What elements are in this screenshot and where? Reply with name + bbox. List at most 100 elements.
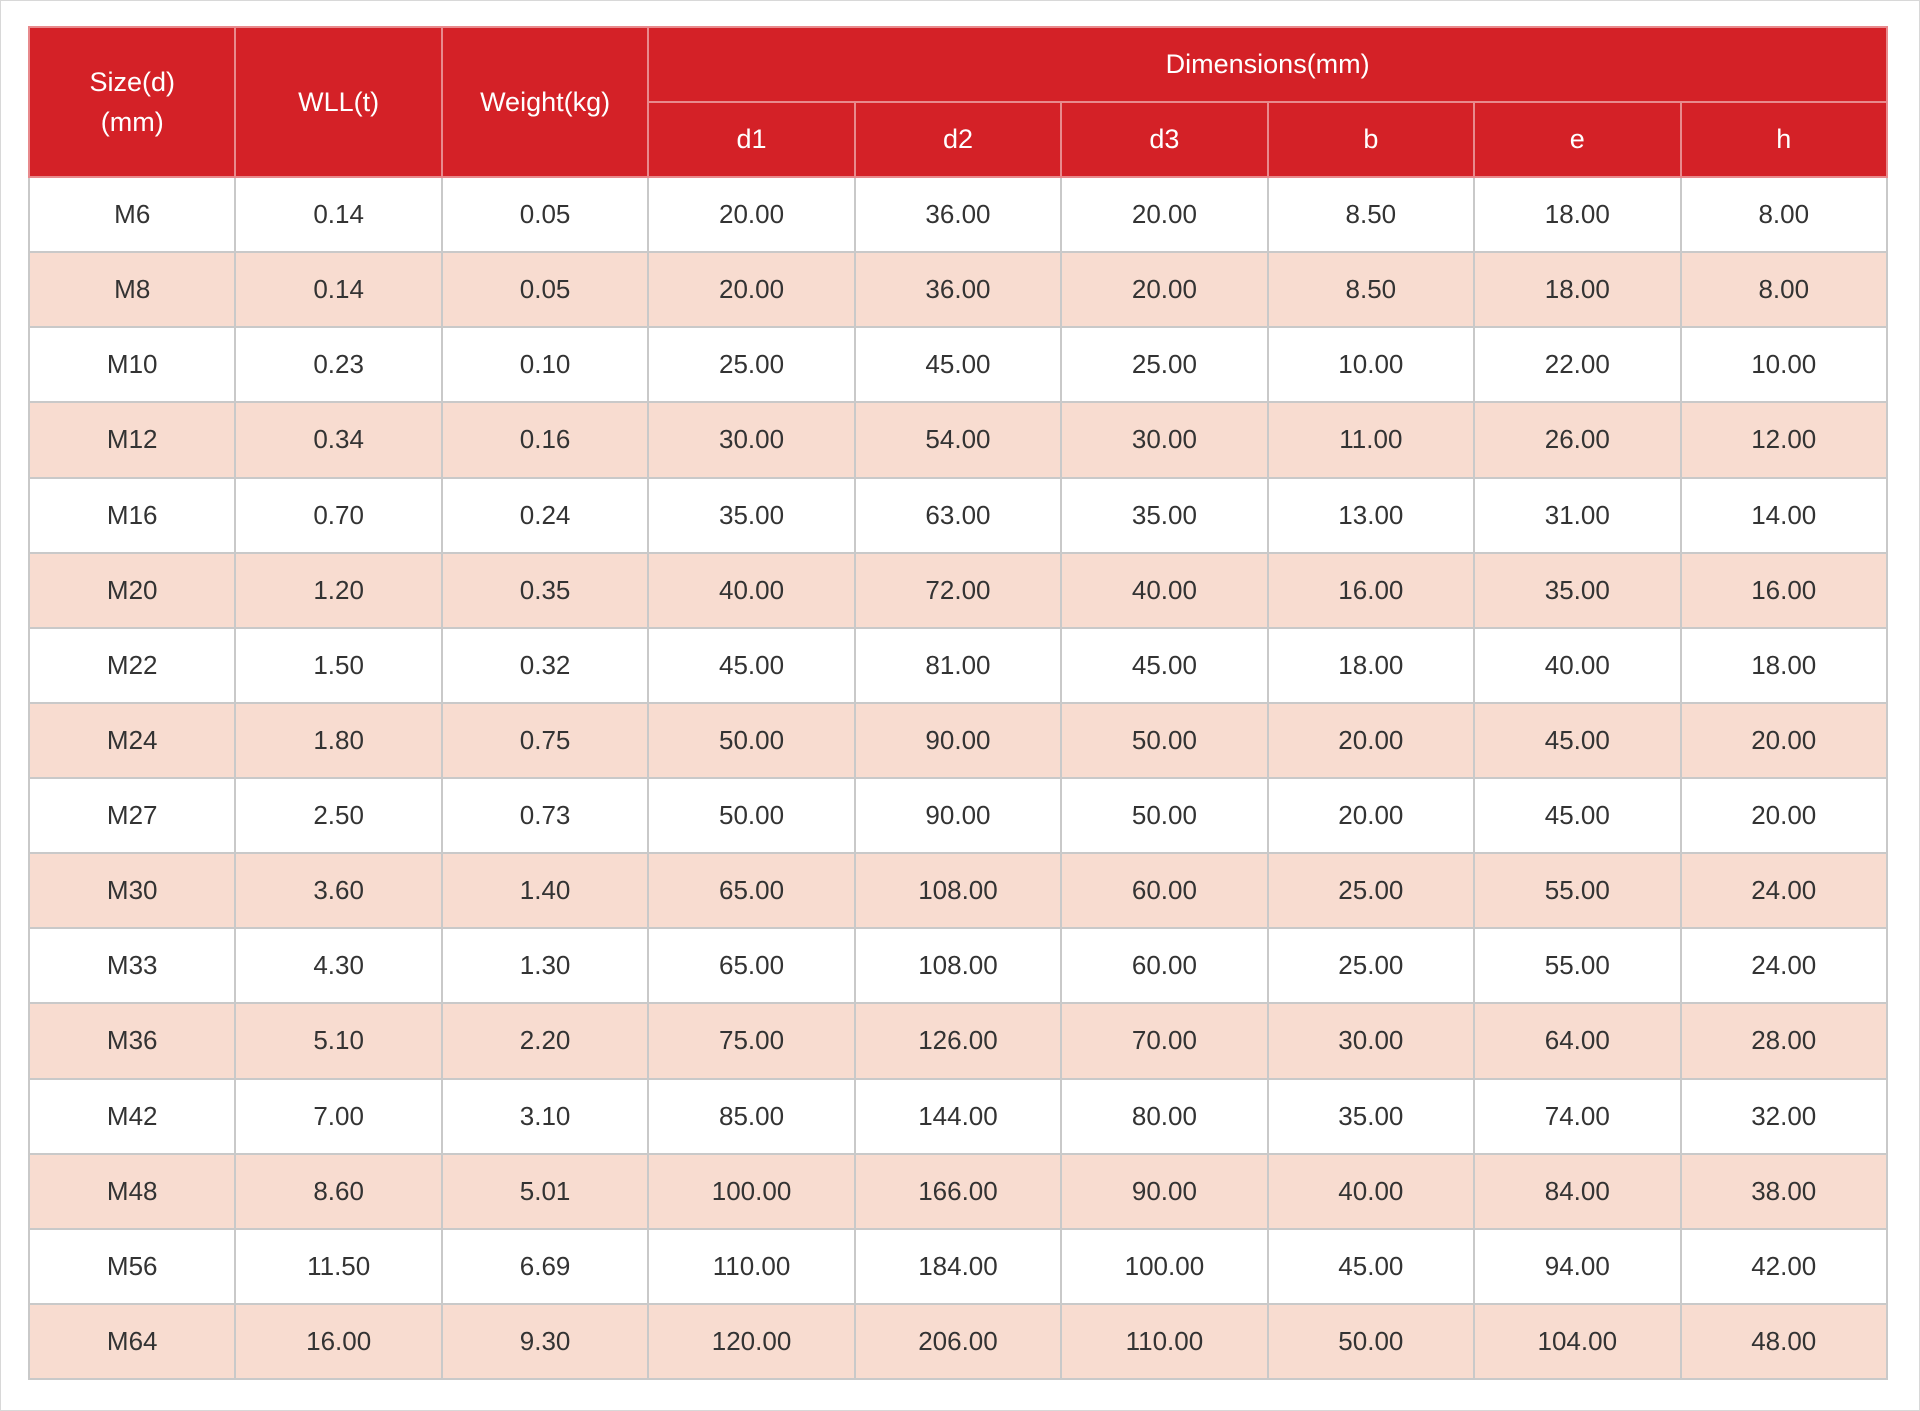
table-row: M30 3.60 1.40 65.00 108.00 60.00 25.00 55.00 24.… — [27, 852, 1888, 930]
header-size: Size(d) (mm) — [27, 26, 237, 178]
cell-weight: 0.16 — [440, 401, 650, 479]
cell-weight: 6.69 — [440, 1227, 650, 1305]
cell-b: 8.50 — [1266, 251, 1476, 329]
cell-d1: 110.00 — [647, 1227, 856, 1305]
table-row: M33 4.30 1.30 65.00 108.00 60.00 25.00 55.00 24.… — [27, 927, 1888, 1005]
cell-wll: 11.50 — [234, 1227, 443, 1305]
cell-e: 31.00 — [1473, 476, 1682, 554]
cell-h: 20.00 — [1679, 701, 1888, 780]
table-row: M8 0.14 0.05 20.00 36.00 20.00 8.50 18.00 8.00 — [27, 251, 1888, 329]
cell-wll: 0.14 — [234, 251, 443, 329]
cell-d3: 35.00 — [1060, 476, 1269, 554]
cell-h: 32.00 — [1679, 1077, 1888, 1155]
header-d1: d1 — [647, 101, 856, 178]
cell-wll: 1.20 — [234, 551, 443, 629]
header-size-line2: (mm) — [100, 107, 164, 137]
cell-d3: 20.00 — [1060, 251, 1269, 329]
cell-e: 45.00 — [1473, 776, 1682, 855]
cell-e: 55.00 — [1473, 927, 1682, 1005]
cell-wll: 0.70 — [234, 476, 443, 554]
cell-b: 30.00 — [1266, 1002, 1476, 1080]
cell-h: 14.00 — [1679, 476, 1888, 554]
table-row: M48 8.60 5.01 100.00 166.00 90.00 40.00 84.00 38… — [27, 1152, 1888, 1230]
cell-d2: 90.00 — [853, 776, 1063, 855]
cell-e: 22.00 — [1473, 326, 1682, 404]
cell-e: 40.00 — [1473, 626, 1682, 704]
cell-d3: 40.00 — [1060, 551, 1269, 629]
cell-e: 18.00 — [1473, 175, 1682, 254]
cell-wll: 0.14 — [234, 175, 443, 254]
cell-size: M22 — [27, 626, 237, 704]
cell-d2: 72.00 — [853, 551, 1063, 629]
cell-size: M16 — [27, 476, 237, 554]
cell-b: 20.00 — [1266, 701, 1476, 780]
cell-size: M56 — [27, 1227, 237, 1305]
cell-wll: 16.00 — [234, 1302, 443, 1381]
cell-size: M20 — [27, 551, 237, 629]
header-dimensions: Dimensions(mm) — [647, 26, 1888, 103]
cell-size: M6 — [27, 175, 237, 254]
table-row: M6 0.14 0.05 20.00 36.00 20.00 8.50 18.00 8.00 — [27, 175, 1888, 254]
cell-d2: 36.00 — [853, 175, 1063, 254]
cell-wll: 0.23 — [234, 326, 443, 404]
cell-b: 16.00 — [1266, 551, 1476, 629]
cell-e: 104.00 — [1473, 1302, 1682, 1381]
header-e: e — [1473, 101, 1682, 178]
cell-h: 16.00 — [1679, 551, 1888, 629]
table-body: M6 0.14 0.05 20.00 36.00 20.00 8.50 18.00 8.00 M8… — [27, 175, 1888, 1381]
cell-weight: 2.20 — [440, 1002, 650, 1080]
cell-h: 24.00 — [1679, 852, 1888, 930]
cell-d1: 45.00 — [647, 626, 856, 704]
cell-d3: 20.00 — [1060, 175, 1269, 254]
cell-e: 18.00 — [1473, 251, 1682, 329]
cell-d2: 126.00 — [853, 1002, 1063, 1080]
cell-d3: 110.00 — [1060, 1302, 1269, 1381]
cell-wll: 8.60 — [234, 1152, 443, 1230]
cell-wll: 1.50 — [234, 626, 443, 704]
header-b: b — [1266, 101, 1476, 178]
cell-size: M36 — [27, 1002, 237, 1080]
cell-wll: 1.80 — [234, 701, 443, 780]
header-wll: WLL(t) — [234, 26, 443, 178]
cell-e: 35.00 — [1473, 551, 1682, 629]
table-row: M22 1.50 0.32 45.00 81.00 45.00 18.00 40.00 18.0… — [27, 626, 1888, 704]
table-row: M27 2.50 0.73 50.00 90.00 50.00 20.00 45.00 20.0… — [27, 776, 1888, 855]
cell-weight: 1.40 — [440, 852, 650, 930]
cell-e: 26.00 — [1473, 401, 1682, 479]
cell-b: 25.00 — [1266, 852, 1476, 930]
cell-b: 25.00 — [1266, 927, 1476, 1005]
header-size-line1: Size(d) — [89, 66, 175, 97]
table-row: M24 1.80 0.75 50.00 90.00 50.00 20.00 45.00 20.0… — [27, 701, 1888, 780]
header-d2: d2 — [853, 101, 1063, 178]
cell-size: M10 — [27, 326, 237, 404]
cell-d1: 30.00 — [647, 401, 856, 479]
cell-weight: 0.35 — [440, 551, 650, 629]
cell-d2: 81.00 — [853, 626, 1063, 704]
cell-e: 55.00 — [1473, 852, 1682, 930]
cell-d1: 20.00 — [647, 175, 856, 254]
cell-d2: 108.00 — [853, 927, 1063, 1005]
cell-weight: 0.10 — [440, 326, 650, 404]
spec-table: Size(d) (mm) WLL(t) Weight(kg) Dimension… — [27, 26, 1888, 1381]
cell-d1: 65.00 — [647, 852, 856, 930]
cell-e: 84.00 — [1473, 1152, 1682, 1230]
cell-d3: 45.00 — [1060, 626, 1269, 704]
cell-b: 13.00 — [1266, 476, 1476, 554]
cell-size: M12 — [27, 401, 237, 479]
cell-d3: 90.00 — [1060, 1152, 1269, 1230]
table-row: M12 0.34 0.16 30.00 54.00 30.00 11.00 26.00 12.0… — [27, 401, 1888, 479]
cell-d1: 85.00 — [647, 1077, 856, 1155]
cell-d1: 65.00 — [647, 927, 856, 1005]
cell-size: M33 — [27, 927, 237, 1005]
cell-d1: 120.00 — [647, 1302, 856, 1381]
table-row: M10 0.23 0.10 25.00 45.00 25.00 10.00 22.00 10.0… — [27, 326, 1888, 404]
cell-d2: 90.00 — [853, 701, 1063, 780]
cell-wll: 5.10 — [234, 1002, 443, 1080]
table-row: M56 11.50 6.69 110.00 184.00 100.00 45.00 94.00… — [27, 1227, 1888, 1305]
cell-e: 64.00 — [1473, 1002, 1682, 1080]
cell-weight: 5.01 — [440, 1152, 650, 1230]
cell-h: 12.00 — [1679, 401, 1888, 479]
cell-b: 11.00 — [1266, 401, 1476, 479]
table-row: M20 1.20 0.35 40.00 72.00 40.00 16.00 35.00 16.0… — [27, 551, 1888, 629]
cell-size: M48 — [27, 1152, 237, 1230]
